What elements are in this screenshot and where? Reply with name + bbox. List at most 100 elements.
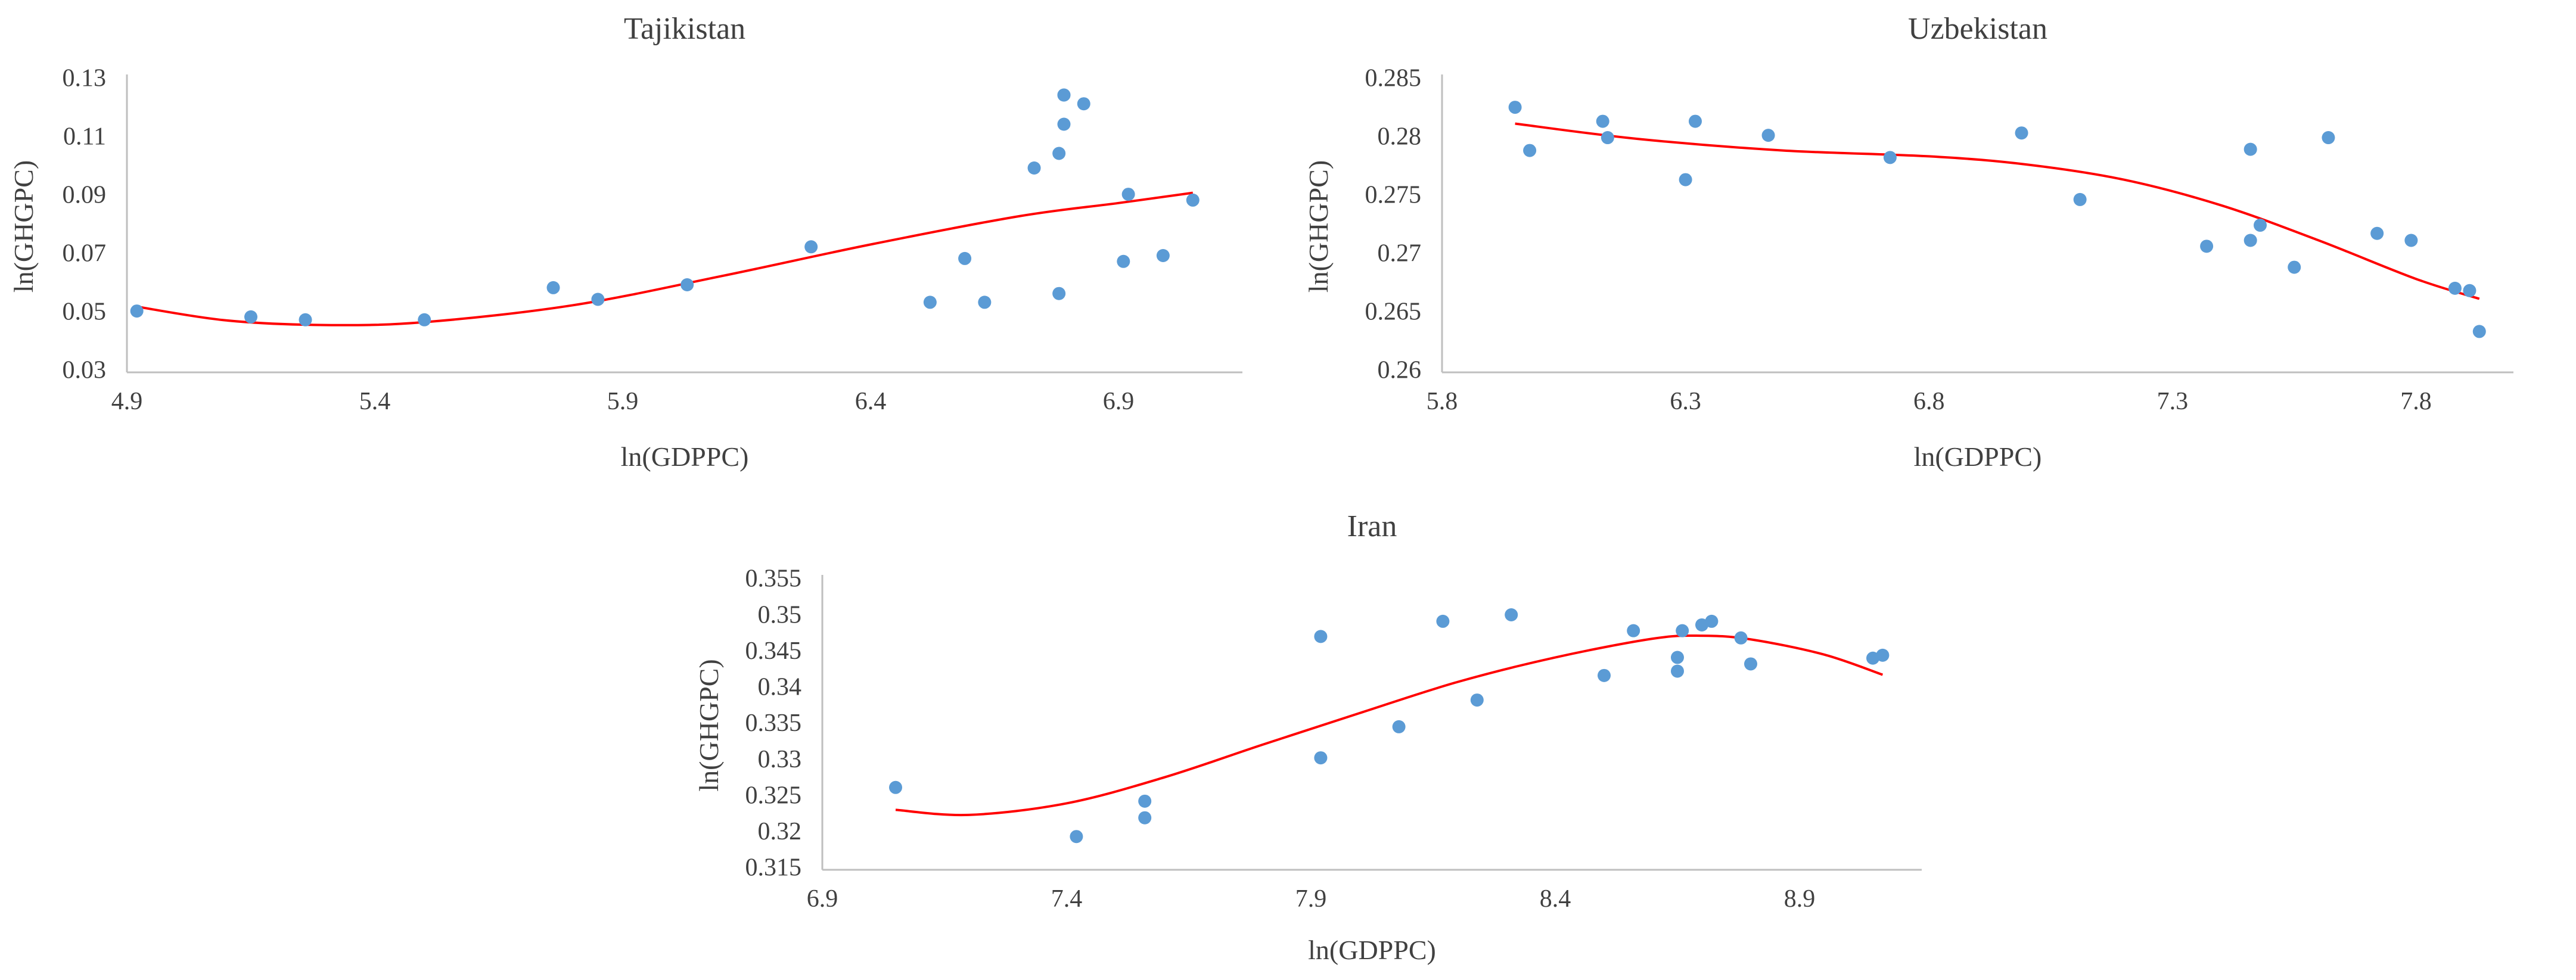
data-point xyxy=(1705,614,1719,628)
x-tick-label: 6.3 xyxy=(1670,388,1701,415)
data-point xyxy=(591,293,605,306)
x-tick-label: 6.8 xyxy=(1913,388,1945,415)
y-tick-label: 0.335 xyxy=(745,710,802,737)
y-tick-label: 0.265 xyxy=(1365,298,1422,326)
data-point xyxy=(1679,173,1692,186)
trend-line xyxy=(136,191,1194,326)
y-tick-label: 0.03 xyxy=(63,357,107,384)
data-point xyxy=(1117,254,1130,268)
y-tick-label: 0.05 xyxy=(63,298,107,326)
data-point xyxy=(1627,624,1640,637)
data-point xyxy=(2015,126,2028,140)
x-tick-label: 7.9 xyxy=(1295,885,1327,913)
data-point xyxy=(2322,131,2335,145)
data-point xyxy=(1314,630,1328,643)
data-point xyxy=(130,304,144,318)
chart-tajikistan: Tajikistan 4.9 5.4 5.9 6.4 6.9 0.03 0.05 0.07 0.0… xyxy=(8,12,1242,472)
data-point xyxy=(958,251,972,265)
y-tick-label: 0.315 xyxy=(745,854,802,882)
data-point xyxy=(1734,631,1748,645)
data-point xyxy=(1598,668,1611,682)
x-tick-label: 7.8 xyxy=(2400,388,2432,415)
x-axis-label: ln(GDPPC) xyxy=(1914,441,2042,472)
y-tick-label: 0.26 xyxy=(1378,357,1422,384)
y-tick-label: 0.09 xyxy=(63,182,107,209)
x-tick-label: 5.4 xyxy=(359,388,391,415)
data-point xyxy=(1314,751,1328,765)
y-tick-label: 0.285 xyxy=(1365,65,1422,92)
data-point xyxy=(2472,325,2486,338)
data-point xyxy=(2463,284,2476,297)
data-point xyxy=(1138,794,1152,808)
y-tick-label: 0.355 xyxy=(745,565,802,593)
x-tick-label: 4.9 xyxy=(111,388,143,415)
data-point xyxy=(418,313,431,326)
y-tick-label: 0.07 xyxy=(63,240,107,267)
data-point xyxy=(1070,830,1083,844)
data-point xyxy=(1744,657,1757,671)
x-tick-label: 5.8 xyxy=(1427,388,1458,415)
data-point xyxy=(2073,192,2087,206)
data-point xyxy=(1596,114,1609,128)
data-point xyxy=(2404,234,2418,247)
data-point xyxy=(1186,193,1200,207)
y-tick-label: 0.32 xyxy=(758,818,802,845)
y-tick-label: 0.33 xyxy=(758,746,802,773)
x-axis-label: ln(GDPPC) xyxy=(621,441,749,472)
x-tick-label: 7.4 xyxy=(1051,885,1083,913)
data-point xyxy=(1470,693,1484,707)
data-point xyxy=(1156,249,1170,262)
data-point xyxy=(804,240,818,254)
data-point xyxy=(1676,624,1689,637)
x-tick-label: 8.9 xyxy=(1784,885,1816,913)
chart-iran: Iran 6.9 7.4 7.9 8.4 8.9 0.315 0.32 0.325 0.33 0.3… xyxy=(694,509,1922,965)
chart-uzbekistan: Uzbekistan 5.8 6.3 6.8 7.3 7.8 0.26 0.265 0.27 0.… xyxy=(1303,12,2513,472)
data-point xyxy=(2200,239,2214,253)
y-tick-label: 0.345 xyxy=(745,637,802,665)
y-axis-label: ln(GHGPC) xyxy=(1303,160,1334,293)
x-tick-label: 6.9 xyxy=(807,885,838,913)
data-point xyxy=(2254,219,2267,232)
data-point xyxy=(2288,260,2301,274)
chart-title: Iran xyxy=(1347,509,1397,543)
x-tick-label: 6.4 xyxy=(855,388,887,415)
data-point xyxy=(1671,651,1684,664)
data-point xyxy=(1392,720,1406,733)
data-point xyxy=(1505,608,1518,621)
y-axis-label: ln(GHGPC) xyxy=(694,659,724,791)
data-point xyxy=(923,295,937,309)
data-point xyxy=(1601,131,1614,145)
x-tick-label: 8.4 xyxy=(1540,885,1571,913)
x-axis-label: ln(GDPPC) xyxy=(1308,935,1436,965)
y-tick-label: 0.13 xyxy=(63,65,107,92)
data-point xyxy=(680,278,694,291)
y-tick-label: 0.34 xyxy=(758,674,802,701)
data-point xyxy=(1876,648,1890,662)
data-point xyxy=(299,313,312,326)
chart-title: Tajikistan xyxy=(624,12,745,46)
x-tick-label: 7.3 xyxy=(2157,388,2189,415)
y-tick-label: 0.325 xyxy=(745,782,802,809)
y-tick-label: 0.28 xyxy=(1378,123,1422,151)
data-point xyxy=(1138,811,1152,825)
data-point xyxy=(244,310,257,323)
x-tick-label: 5.9 xyxy=(607,388,639,415)
data-point xyxy=(2370,226,2384,240)
data-point xyxy=(1436,614,1450,628)
data-point xyxy=(1057,88,1071,102)
data-point xyxy=(978,295,992,309)
data-point xyxy=(546,281,560,294)
y-tick-label: 0.275 xyxy=(1365,182,1422,209)
chart-title: Uzbekistan xyxy=(1908,12,2047,46)
data-point xyxy=(2243,142,2257,156)
y-tick-label: 0.35 xyxy=(758,601,802,629)
y-tick-label: 0.11 xyxy=(63,123,106,151)
data-point xyxy=(2448,281,2462,295)
data-point xyxy=(1761,129,1775,142)
y-axis-label: ln(GHGPC) xyxy=(8,160,39,293)
data-point xyxy=(1671,664,1684,678)
trend-line xyxy=(1515,122,2480,300)
data-point xyxy=(1688,114,1702,128)
data-point xyxy=(889,780,902,794)
